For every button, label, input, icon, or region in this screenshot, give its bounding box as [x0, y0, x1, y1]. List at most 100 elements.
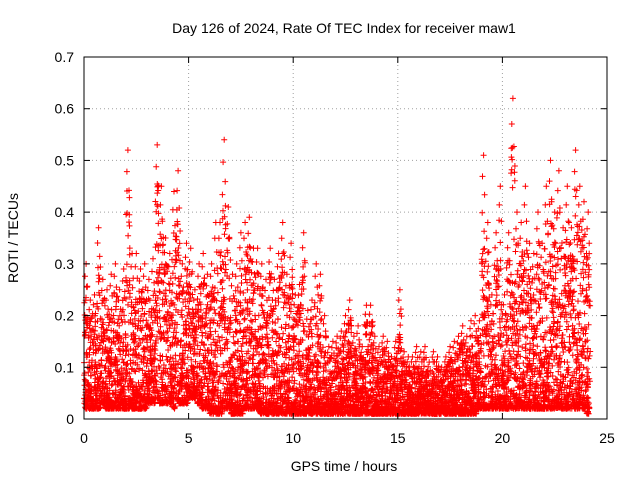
- data-point: [170, 385, 177, 392]
- data-point: [92, 350, 99, 357]
- data-point: [98, 357, 105, 363]
- data-point: [81, 376, 88, 383]
- data-point: [123, 211, 130, 218]
- data-point: [106, 387, 113, 394]
- data-point: [317, 271, 324, 278]
- data-point: [156, 269, 163, 276]
- data-point: [90, 301, 97, 308]
- data-point: [329, 338, 336, 345]
- data-point: [211, 306, 218, 313]
- data-point: [175, 390, 182, 397]
- data-point: [153, 367, 160, 374]
- data-point: [140, 353, 147, 360]
- data-point: [116, 332, 123, 339]
- data-point: [171, 325, 178, 332]
- data-point: [165, 263, 172, 270]
- data-point: [141, 310, 148, 317]
- data-point: [171, 373, 178, 380]
- data-point: [82, 329, 88, 336]
- data-point: [289, 266, 296, 273]
- data-point: [120, 266, 127, 272]
- data-point: [86, 322, 93, 329]
- data-point: [132, 263, 139, 270]
- data-point: [286, 305, 293, 312]
- data-point: [162, 270, 169, 277]
- data-point: [242, 219, 249, 226]
- data-point: [102, 367, 109, 374]
- data-point: [132, 360, 139, 366]
- data-point: [175, 282, 182, 289]
- data-point: [96, 253, 103, 260]
- data-point: [126, 290, 133, 297]
- data-point: [118, 377, 125, 383]
- data-point: [397, 322, 404, 329]
- data-point: [107, 370, 113, 377]
- data-point: [105, 322, 112, 329]
- data-point: [238, 280, 245, 286]
- data-point: [157, 357, 164, 364]
- data-point: [226, 235, 233, 242]
- data-point: [131, 307, 138, 314]
- data-point: [92, 323, 99, 330]
- data-point: [135, 308, 142, 315]
- data-point: [125, 287, 132, 294]
- data-point: [143, 322, 150, 329]
- data-point: [110, 328, 117, 334]
- data-point: [100, 338, 107, 345]
- data-point: [94, 336, 101, 343]
- grid-lines: [84, 57, 607, 419]
- data-point: [92, 310, 99, 317]
- data-point: [215, 235, 222, 242]
- data-point: [161, 385, 167, 391]
- data-point: [250, 360, 257, 367]
- data-point: [114, 320, 121, 327]
- data-point: [102, 344, 109, 351]
- data-point: [148, 309, 155, 316]
- data-point: [129, 284, 136, 291]
- data-point: [241, 235, 247, 242]
- data-point: [169, 377, 176, 384]
- data-point: [96, 404, 103, 411]
- data-point: [266, 259, 273, 265]
- data-point: [108, 382, 115, 389]
- data-point: [153, 300, 160, 307]
- data-point: [92, 359, 99, 366]
- data-point: [119, 387, 126, 394]
- data-point: [107, 282, 114, 289]
- data-point: [165, 347, 172, 353]
- data-point: [172, 274, 179, 281]
- data-point: [160, 362, 167, 368]
- data-point: [409, 353, 416, 360]
- data-point: [94, 303, 101, 310]
- data-point: [380, 333, 387, 340]
- data-point: [155, 274, 161, 281]
- data-point: [131, 351, 138, 357]
- data-point: [95, 272, 102, 279]
- data-point: [108, 271, 115, 278]
- data-point: [115, 345, 122, 352]
- data-point: [321, 312, 328, 319]
- data-point: [111, 273, 118, 280]
- data-point: [140, 273, 147, 280]
- data-point: [217, 265, 224, 271]
- data-point: [94, 385, 101, 392]
- data-point: [266, 279, 273, 286]
- data-point: [89, 339, 96, 346]
- data-point: [182, 254, 189, 261]
- data-point: [173, 257, 180, 264]
- data-point: [162, 235, 169, 241]
- data-point: [246, 214, 253, 221]
- data-point: [124, 210, 131, 217]
- data-point: [313, 260, 320, 267]
- data-point: [161, 301, 168, 307]
- data-point: [158, 278, 165, 285]
- data-point: [122, 352, 129, 359]
- data-point: [227, 257, 234, 263]
- data-point: [356, 336, 363, 343]
- data-point: [97, 392, 104, 399]
- data-point: [152, 198, 159, 205]
- data-point: [152, 297, 159, 304]
- data-point: [253, 259, 260, 265]
- data-point: [161, 249, 168, 256]
- data-point: [126, 370, 133, 377]
